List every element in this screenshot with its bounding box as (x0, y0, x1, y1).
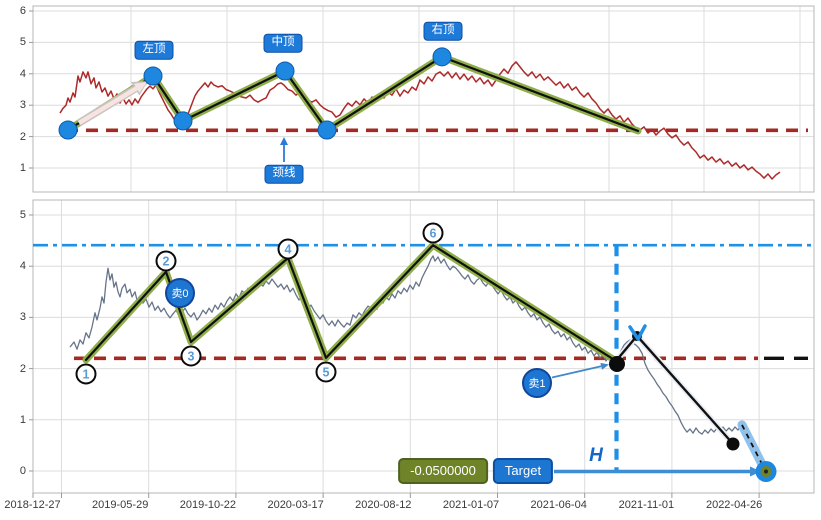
pivot-dot (143, 66, 163, 86)
pivot-dot (173, 111, 193, 131)
sell-chevron-icon (628, 324, 647, 341)
pivot-circle-2: 2 (155, 250, 177, 272)
lower-panel-frame (32, 199, 815, 494)
decline-dot (726, 437, 740, 451)
pivot-circle-3: 3 (180, 345, 202, 367)
trend-arrow-head (134, 82, 147, 93)
pivot-circle-5: 5 (315, 361, 337, 383)
pivot-dot (432, 47, 452, 67)
y-axis-label-bottom: 5 (19, 209, 26, 221)
target-box: Target (492, 458, 554, 484)
sell1-pointer-arrow-head (600, 362, 609, 370)
neckline-pointer-arrow-head (280, 137, 288, 145)
y-axis-label-top: 5 (19, 36, 26, 49)
x-axis-label: 2021-11-01 (618, 499, 675, 511)
y-axis-label-top: 4 (19, 67, 26, 80)
left-top-tag: 左顶 (134, 40, 174, 60)
x-axis-label: 2018-12-27 (4, 499, 61, 511)
x-axis-label: 2022-04-26 (705, 499, 763, 511)
y-axis-label-top: 6 (19, 5, 26, 17)
y-axis-label-top: 2 (19, 130, 26, 143)
upper-panel-frame (32, 5, 815, 193)
neckline-tag: 颈线 (264, 164, 304, 184)
pivot-dot (275, 61, 295, 81)
pivot-circle-4: 4 (277, 238, 299, 260)
y-axis-label-bottom: 0 (19, 465, 26, 477)
pivot-circle-6: 6 (422, 222, 444, 244)
right-top-tag: 右顶 (423, 21, 463, 41)
y-axis-label-top: 1 (19, 162, 26, 174)
breakdown-halo (613, 332, 736, 447)
x-axis-label: 2020-08-12 (355, 499, 412, 511)
x-axis-label: 2020-03-17 (267, 499, 324, 511)
price-line-top (59, 61, 781, 180)
sell1-pointer-arrow (551, 365, 602, 379)
y-axis-label-bottom: 2 (19, 362, 26, 375)
price-line-bottom (69, 255, 743, 435)
trend-arrow (77, 86, 138, 125)
x-axis-label: 2021-01-07 (442, 499, 500, 511)
pivot-circle-1: 1 (75, 363, 97, 385)
target-marker-center (764, 469, 768, 474)
height-label: H (589, 445, 603, 466)
offset-value-box: -0.0500000 (398, 458, 488, 484)
y-axis-label-bottom: 4 (19, 260, 26, 273)
y-axis-label-bottom: 1 (19, 413, 26, 426)
pivot-dot (317, 120, 337, 140)
y-axis-label-bottom: 3 (19, 311, 26, 324)
y-axis-label-top: 3 (19, 99, 26, 112)
x-axis-label: 2019-05-29 (92, 499, 149, 511)
sell1-marker: 卖1 (522, 368, 552, 398)
sell0-marker: 卖0 (165, 278, 195, 308)
break-dot (609, 356, 625, 372)
pivot-dot (58, 120, 78, 140)
mid-top-tag: 中顶 (263, 33, 303, 53)
x-axis-label: 2019-10-22 (179, 499, 237, 511)
x-axis-label: 2021-06-04 (530, 499, 587, 511)
